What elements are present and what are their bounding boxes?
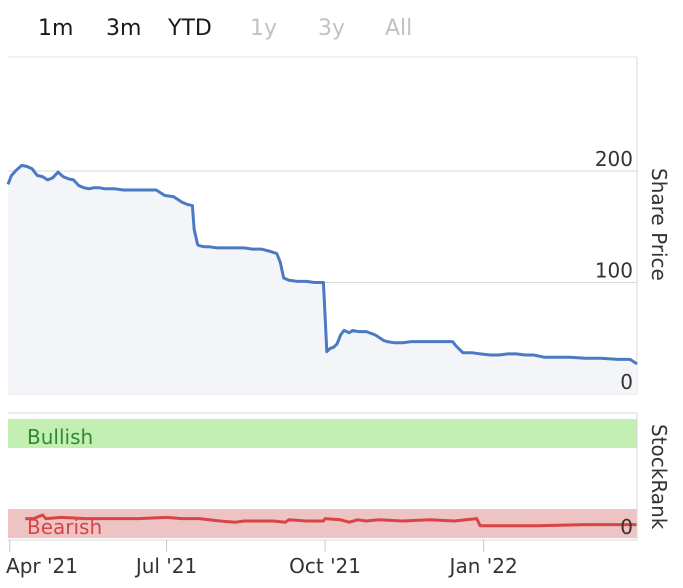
share-price-axis-label: Share Price: [647, 168, 671, 281]
x-tick-label: Jul '21: [134, 554, 197, 578]
range-1y-button: 1y: [250, 12, 277, 46]
price-tick-label: 200: [595, 147, 633, 171]
range-all-button: All: [385, 12, 412, 46]
x-tick-label: Apr '21: [6, 554, 78, 578]
range-3m-button[interactable]: 3m: [106, 12, 141, 46]
bearish-band: [8, 509, 637, 538]
range-selector: 1m 3m YTD 1y 3y All: [0, 0, 683, 58]
range-ytd-button[interactable]: YTD: [168, 12, 212, 46]
price-tick-label: 0: [620, 370, 633, 394]
bullish-label: Bullish: [27, 425, 93, 449]
stockrank-axis-label: StockRank: [647, 424, 671, 530]
x-tick-label: Oct '21: [289, 554, 361, 578]
stockrank-line: [25, 513, 637, 528]
price-area-fill: [8, 165, 637, 394]
x-tick-label: Jan '22: [448, 554, 518, 578]
price-tick-label: 100: [595, 259, 633, 283]
range-3y-button: 3y: [318, 12, 345, 46]
stockrank-tick-0: 0: [620, 515, 633, 539]
share-price-line: [6, 163, 638, 366]
bullish-band: [8, 419, 637, 448]
range-1m-button[interactable]: 1m: [38, 12, 73, 46]
